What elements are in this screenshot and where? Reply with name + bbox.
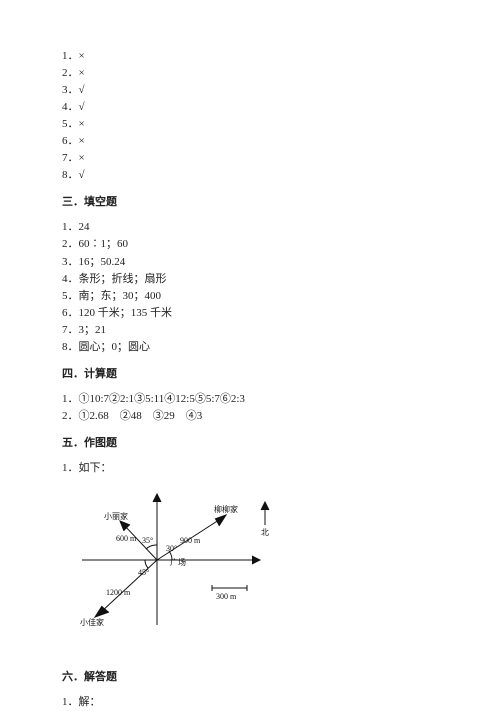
ans-line: 5．南；东；30；400 [62, 288, 440, 305]
section-title-fill: 三．填空题 [62, 194, 440, 211]
ans-line: 7．3；21 [62, 322, 440, 339]
ans-line: 8．圆心；0；圆心 [62, 339, 440, 356]
section-fill: 1．24 2．60∶1；60 3．16；50.24 4．条形；折线；扇形 5．南… [62, 219, 440, 355]
fig-label: 小丽家 [104, 511, 128, 521]
fig-label: 35° [142, 536, 153, 545]
fig-label: 小佳家 [80, 617, 104, 627]
ans-line: 3．16；50.24 [62, 254, 440, 271]
ans-line: 1．①10:7②2:1③5:11④12:5⑤5:7⑥2:3 [62, 391, 440, 408]
fig-label: 600 m [116, 534, 137, 543]
fig-label: 柳柳家 [214, 504, 238, 514]
ans-line: 2．× [62, 65, 440, 82]
direction-diagram: 小丽家 柳柳家 广场 小佳家 北 600 m 900 m 1200 m 300 … [62, 485, 440, 641]
ans-line: 2．①2.68 ②48 ③29 ④3 [62, 408, 440, 425]
section-calc: 1．①10:7②2:1③5:11④12:5⑤5:7⑥2:3 2．①2.68 ②4… [62, 391, 440, 425]
ans-line: 8．√ [62, 167, 440, 184]
section-title-calc: 四．计算题 [62, 366, 440, 383]
section-solve: 1．解： [62, 694, 440, 711]
ans-line: 1．解： [62, 694, 440, 711]
ans-line: 5．× [62, 116, 440, 133]
fig-label: 45° [138, 568, 149, 577]
ans-line: 4．条形；折线；扇形 [62, 271, 440, 288]
fig-label: 300 m [216, 592, 237, 601]
ans-line: 3．√ [62, 82, 440, 99]
fig-label: 900 m [180, 536, 201, 545]
section-draw: 1．如下： [62, 460, 440, 477]
section-title-draw: 五．作图题 [62, 435, 440, 452]
ans-line: 1．24 [62, 219, 440, 236]
ans-line: 4．√ [62, 99, 440, 116]
ans-line: 1．× [62, 48, 440, 65]
ans-line: 6．× [62, 133, 440, 150]
section-judgment: 1．× 2．× 3．√ 4．√ 5．× 6．× 7．× 8．√ [62, 48, 440, 184]
fig-label: 30° [166, 544, 177, 553]
ans-line: 7．× [62, 150, 440, 167]
fig-label: 北 [261, 528, 269, 537]
ans-line: 2．60∶1；60 [62, 236, 440, 253]
fig-label: 广场 [170, 557, 186, 567]
fig-label: 1200 m [106, 588, 131, 597]
section-title-solve: 六．解答题 [62, 669, 440, 686]
ans-line: 6．120 千米；135 千米 [62, 305, 440, 322]
ans-line: 1．如下： [62, 460, 440, 477]
